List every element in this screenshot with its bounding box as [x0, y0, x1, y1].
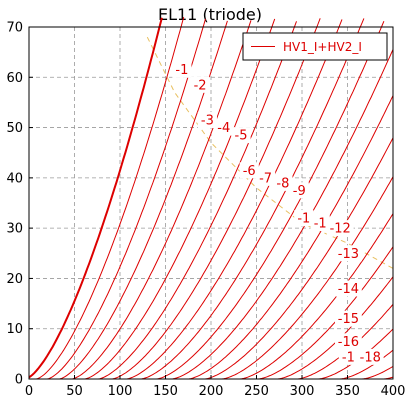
curve-grid-0v [28, 17, 163, 379]
y-tick-label: 60 [6, 71, 23, 86]
x-tick-label: 100 [108, 384, 133, 399]
curve-label-box [273, 174, 293, 191]
curve-label-box [335, 310, 362, 327]
curve-label-box [197, 112, 217, 129]
curve-label: -12 [330, 222, 351, 237]
y-tick-label: 30 [6, 222, 23, 237]
curve-label-box [172, 61, 192, 78]
curve-label-box [335, 333, 362, 350]
x-tick-label: 350 [335, 384, 360, 399]
curve-label: -1 [175, 63, 188, 78]
curve-grid-3v [29, 20, 228, 380]
x-tick-label: 250 [244, 384, 269, 399]
curve-label-box [338, 348, 359, 365]
y-axis: 0 10 20 30 40 50 60 70 [6, 21, 33, 388]
curve-label-box [294, 210, 314, 227]
curve-label-box [335, 280, 362, 297]
curve-label: -16 [338, 335, 359, 350]
curve-label-box [310, 215, 330, 232]
curve-label-box [356, 348, 384, 365]
curve-label: -6 [243, 164, 256, 179]
curve-label-box [231, 127, 251, 144]
curve-label-box [335, 245, 362, 262]
x-tick-label: 150 [153, 384, 178, 399]
curve-label: -9 [293, 184, 306, 199]
x-tick-label: 0 [25, 384, 33, 399]
curve-grid-2v [29, 18, 206, 380]
y-tick-label: 20 [6, 272, 23, 287]
curve-label-box [239, 162, 259, 179]
curve-grid-1v [29, 16, 185, 380]
curve-label-box [214, 119, 234, 136]
legend: HV1_I+HV2_I [242, 32, 388, 61]
curve-label: -14 [338, 282, 359, 297]
y-tick-label: 0 [15, 373, 23, 388]
chart-title: EL11 (triode) [158, 5, 262, 24]
curve-label-box [256, 169, 276, 186]
curve-label: -5 [235, 129, 248, 144]
x-tick-label: 200 [199, 384, 224, 399]
curve-label: -7 [259, 171, 272, 186]
curve-label-box [289, 182, 309, 199]
curve-label-box [326, 220, 354, 237]
x-tick-label: 300 [290, 384, 315, 399]
y-tick-label: 70 [6, 21, 23, 36]
curve-label: -15 [338, 312, 359, 327]
x-axis: 0 50 100 150 200 250 300 350 400 [25, 375, 406, 399]
curve-label: -2 [194, 78, 207, 93]
curve-label: -18 [360, 350, 381, 365]
curve-label: -1 [342, 350, 355, 365]
x-tick-label: 50 [66, 384, 83, 399]
curve-label: -3 [201, 114, 214, 129]
curve-labels: -1-2-3-4-5-6-7 -8-9-1 -1 -12-13-14-15-16-1-… [172, 61, 384, 365]
curve-label: -1 [297, 212, 310, 227]
legend-label: HV1_I+HV2_I [283, 40, 362, 54]
y-tick-label: 50 [6, 121, 23, 136]
curve-label: -8 [276, 176, 289, 191]
y-tick-label: 40 [6, 171, 23, 186]
y-tick-label: 10 [6, 322, 23, 337]
x-tick-label: 400 [381, 384, 406, 399]
curve-label: -13 [338, 247, 359, 262]
curve-label: -4 [217, 121, 230, 136]
curve-label: -1 [314, 217, 327, 232]
grid [29, 27, 393, 379]
curve-label-box [190, 76, 210, 93]
